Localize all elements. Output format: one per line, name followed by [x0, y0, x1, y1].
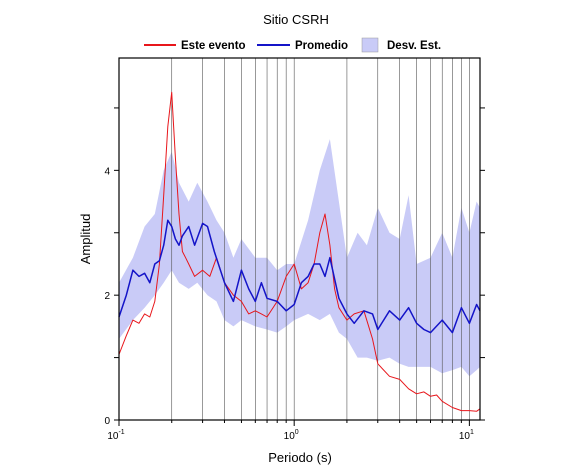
x-tick-label-exponent: 1 [470, 429, 474, 436]
plot-frame [118, 57, 481, 421]
legend-label-desv-est: Desv. Est. [387, 40, 441, 52]
series-line-promedio [118, 219, 481, 334]
x-tick-label: 100 [284, 429, 299, 442]
y-tick-label: 0 [104, 416, 110, 427]
grid-layer [171, 58, 470, 420]
legend-swatch-desv-est [361, 37, 379, 53]
x-axis-label: Periodo (s) [268, 450, 332, 465]
x-tick-label: 10-1 [107, 429, 124, 442]
std-band-layer [119, 139, 480, 377]
y-tick-label: 2 [104, 291, 110, 302]
chart-title: Sitio CSRH [263, 12, 329, 27]
legend-label-este-evento: Este evento [181, 40, 246, 52]
y-tick-label: 4 [104, 166, 110, 177]
y-axis-label: Amplitud [78, 214, 93, 265]
series-line-este-evento [118, 91, 481, 412]
x-tick-label-exponent: -1 [118, 429, 124, 436]
legend-label-promedio: Promedio [295, 40, 348, 52]
legend: Este evento Promedio Desv. Est. [144, 37, 441, 53]
x-tick-label: 101 [459, 429, 474, 442]
x-tick-label-exponent: 0 [295, 429, 299, 436]
series-layer [118, 91, 481, 412]
std-deviation-band [119, 139, 480, 377]
